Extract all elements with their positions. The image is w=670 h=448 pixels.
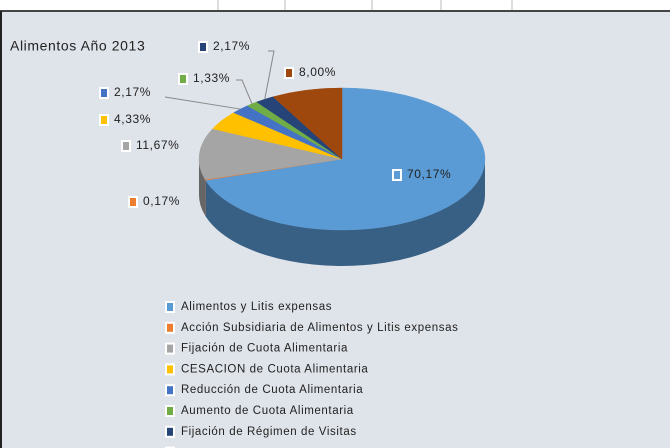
slice (205, 87, 486, 231)
data-label: 8,00% (299, 65, 336, 79)
data-label: 70,17% (407, 167, 451, 181)
data-label: 2,17% (213, 39, 250, 53)
legend-label: Reducción de Cuota Alimentaria (181, 384, 363, 396)
legend-key (165, 301, 175, 313)
data-label: 4,33% (114, 112, 151, 126)
leader-line (236, 79, 253, 105)
legend-label: Fijación de Cuota Alimentaria (181, 343, 348, 355)
sheet-gridlines (217, 0, 513, 10)
legend-key (165, 405, 175, 417)
slice-side (205, 159, 485, 266)
data-label: 0,17% (143, 194, 180, 208)
leader-line (264, 50, 275, 100)
slice-side (199, 159, 206, 216)
legend-label: Fijación de Régimen de Visitas (181, 426, 357, 438)
legend-key (165, 384, 175, 397)
data-label: 1,33% (193, 71, 230, 85)
legend-label: Aumento de Cuota Alimentaria (181, 405, 354, 417)
legend-key (165, 321, 175, 334)
label-key (178, 73, 188, 85)
data-label: 2,17% (114, 85, 151, 99)
legend-key (165, 425, 175, 438)
label-key (99, 87, 109, 99)
legend-label: CESACION de Cuota Alimentaria (181, 363, 368, 375)
label-key (392, 169, 402, 181)
data-label: 11,67% (136, 138, 179, 152)
label-key (198, 41, 208, 53)
legend-key (165, 363, 175, 376)
legend-label: Alimentos y Litis expensas (181, 301, 332, 313)
legend-label: Acción Subsidiaria de Alimentos y Litis … (181, 322, 458, 334)
label-key (128, 196, 138, 208)
legend-key (165, 342, 175, 355)
leader-line (164, 96, 241, 110)
label-key (121, 140, 131, 152)
label-key (99, 114, 109, 126)
slice (198, 128, 343, 180)
label-key (284, 67, 294, 79)
slice (272, 87, 343, 160)
chart-title: Alimentos Año 2013 (10, 38, 145, 54)
